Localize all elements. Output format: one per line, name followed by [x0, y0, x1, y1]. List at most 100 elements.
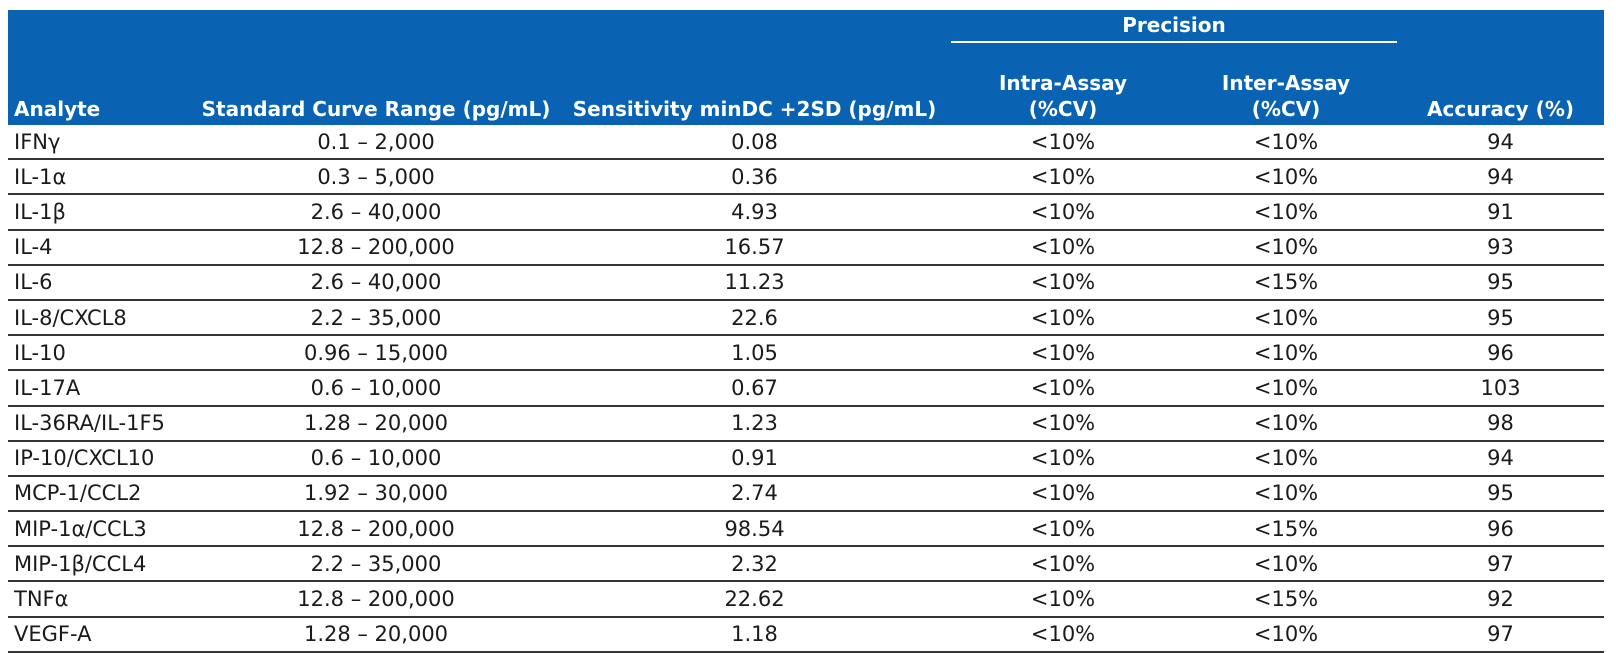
cell-intra-assay-cv: <10%: [951, 511, 1175, 548]
table-row: TNFα 12.8 – 200,000 22.62 <10% <15% 92: [8, 581, 1605, 618]
table-body: IFNγ 0.1 – 2,000 0.08 <10% <10% 94 IL-1α 0.3 – …: [8, 125, 1605, 653]
cell-sensitivity: 1.23: [558, 405, 951, 442]
header-row-group: Precision: [8, 10, 1605, 44]
column-header-label: Analyte: [14, 97, 101, 121]
cell-intra-assay-cv: <10%: [951, 335, 1175, 372]
cell-analyte: IL-1α: [8, 159, 194, 196]
cell-accuracy: 97: [1397, 546, 1605, 583]
column-header-intra-assay: Intra-Assay (%CV): [951, 44, 1175, 125]
cell-accuracy: 91: [1397, 194, 1605, 231]
column-header-accuracy: Accuracy (%): [1397, 44, 1605, 125]
cell-standard-curve-range: 2.6 – 40,000: [194, 264, 558, 301]
precision-group-label: Precision: [1122, 13, 1226, 37]
analyte-performance-table-container: Precision Analyte Standard Curve Range (…: [8, 10, 1605, 653]
table-row: MIP-1α/CCL3 12.8 – 200,000 98.54 <10% <15% 96: [8, 511, 1605, 548]
cell-accuracy: 98: [1397, 405, 1605, 442]
cell-inter-assay-cv: <10%: [1175, 229, 1398, 266]
cell-sensitivity: 0.67: [558, 370, 951, 407]
column-header-label-line1: Intra-Assay: [998, 71, 1128, 95]
cell-analyte: MCP-1/CCL2: [8, 475, 194, 513]
cell-standard-curve-range: 2.2 – 35,000: [194, 299, 558, 337]
cell-accuracy: 96: [1397, 335, 1605, 372]
cell-standard-curve-range: 0.3 – 5,000: [194, 159, 558, 196]
cell-analyte: IP-10/CXCL10: [8, 440, 194, 477]
column-header-standard-curve-range: Standard Curve Range (pg/mL): [194, 44, 558, 125]
cell-inter-assay-cv: <10%: [1175, 335, 1398, 372]
cell-accuracy: 95: [1397, 299, 1605, 337]
cell-accuracy: 95: [1397, 475, 1605, 513]
cell-analyte: IL-36RA/IL-1F5: [8, 405, 194, 442]
column-header-label-line2: (%CV): [1251, 97, 1321, 121]
cell-standard-curve-range: 12.8 – 200,000: [194, 581, 558, 618]
cell-intra-assay-cv: <10%: [951, 159, 1175, 196]
cell-intra-assay-cv: <10%: [951, 264, 1175, 301]
table-row: IL-4 12.8 – 200,000 16.57 <10% <10% 93: [8, 229, 1605, 266]
table-row: IL-6 2.6 – 40,000 11.23 <10% <15% 95: [8, 264, 1605, 301]
cell-analyte: IL-4: [8, 229, 194, 266]
cell-inter-assay-cv: <10%: [1175, 546, 1398, 583]
cell-inter-assay-cv: <10%: [1175, 159, 1398, 196]
cell-analyte: MIP-1α/CCL3: [8, 511, 194, 548]
header-row-columns: Analyte Standard Curve Range (pg/mL) Sen…: [8, 44, 1605, 125]
cell-accuracy: 94: [1397, 440, 1605, 477]
cell-inter-assay-cv: <10%: [1175, 194, 1398, 231]
header-spacer: [1397, 10, 1605, 44]
table-row: MCP-1/CCL2 1.92 – 30,000 2.74 <10% <10% 95: [8, 475, 1605, 513]
cell-inter-assay-cv: <10%: [1175, 370, 1398, 407]
cell-accuracy: 94: [1397, 159, 1605, 196]
cell-inter-assay-cv: <10%: [1175, 405, 1398, 442]
column-header-label: Standard Curve Range (pg/mL): [201, 97, 551, 121]
cell-inter-assay-cv: <15%: [1175, 581, 1398, 618]
cell-intra-assay-cv: <10%: [951, 475, 1175, 513]
cell-sensitivity: 2.74: [558, 475, 951, 513]
cell-standard-curve-range: 0.1 – 2,000: [194, 125, 558, 161]
table-row: IFNγ 0.1 – 2,000 0.08 <10% <10% 94: [8, 125, 1605, 161]
cell-intra-assay-cv: <10%: [951, 581, 1175, 618]
cell-analyte: IL-17A: [8, 370, 194, 407]
cell-inter-assay-cv: <10%: [1175, 475, 1398, 513]
column-header-sensitivity: Sensitivity minDC +2SD (pg/mL): [558, 44, 951, 125]
cell-inter-assay-cv: <10%: [1175, 299, 1398, 337]
table-row: IL-1β 2.6 – 40,000 4.93 <10% <10% 91: [8, 194, 1605, 231]
cell-accuracy: 94: [1397, 125, 1605, 161]
column-header-label-line1: Inter-Assay: [1221, 71, 1351, 95]
cell-sensitivity: 11.23: [558, 264, 951, 301]
table-row: IL-8/CXCL8 2.2 – 35,000 22.6 <10% <10% 95: [8, 299, 1605, 337]
column-header-label: Accuracy (%): [1427, 97, 1574, 121]
cell-accuracy: 96: [1397, 511, 1605, 548]
cell-analyte: IL-6: [8, 264, 194, 301]
table-row: IL-1α 0.3 – 5,000 0.36 <10% <10% 94: [8, 159, 1605, 196]
cell-inter-assay-cv: <15%: [1175, 264, 1398, 301]
cell-analyte: TNFα: [8, 581, 194, 618]
cell-standard-curve-range: 2.6 – 40,000: [194, 194, 558, 231]
table-header: Precision Analyte Standard Curve Range (…: [8, 10, 1605, 125]
cell-sensitivity: 0.91: [558, 440, 951, 477]
cell-inter-assay-cv: <10%: [1175, 440, 1398, 477]
cell-sensitivity: 2.32: [558, 546, 951, 583]
cell-standard-curve-range: 0.6 – 10,000: [194, 370, 558, 407]
cell-intra-assay-cv: <10%: [951, 405, 1175, 442]
table-row: IP-10/CXCL10 0.6 – 10,000 0.91 <10% <10% 94: [8, 440, 1605, 477]
cell-intra-assay-cv: <10%: [951, 440, 1175, 477]
cell-sensitivity: 0.36: [558, 159, 951, 196]
cell-accuracy: 93: [1397, 229, 1605, 266]
column-header-label: Sensitivity minDC +2SD (pg/mL): [572, 97, 937, 121]
cell-standard-curve-range: 0.96 – 15,000: [194, 335, 558, 372]
cell-accuracy: 92: [1397, 581, 1605, 618]
cell-sensitivity: 0.08: [558, 125, 951, 161]
cell-intra-assay-cv: <10%: [951, 370, 1175, 407]
cell-sensitivity: 4.93: [558, 194, 951, 231]
cell-intra-assay-cv: <10%: [951, 299, 1175, 337]
cell-analyte: IL-8/CXCL8: [8, 299, 194, 337]
table-row: IL-17A 0.6 – 10,000 0.67 <10% <10% 103: [8, 370, 1605, 407]
table-row: IL-36RA/IL-1F5 1.28 – 20,000 1.23 <10% <10% 9…: [8, 405, 1605, 442]
analyte-performance-table: Precision Analyte Standard Curve Range (…: [8, 10, 1605, 653]
cell-standard-curve-range: 2.2 – 35,000: [194, 546, 558, 583]
header-spacer: [558, 10, 951, 44]
cell-accuracy: 95: [1397, 264, 1605, 301]
column-header-analyte: Analyte: [8, 44, 194, 125]
table-row: IL-10 0.96 – 15,000 1.05 <10% <10% 96: [8, 335, 1605, 372]
cell-sensitivity: 22.62: [558, 581, 951, 618]
cell-sensitivity: 22.6: [558, 299, 951, 337]
cell-sensitivity: 1.05: [558, 335, 951, 372]
